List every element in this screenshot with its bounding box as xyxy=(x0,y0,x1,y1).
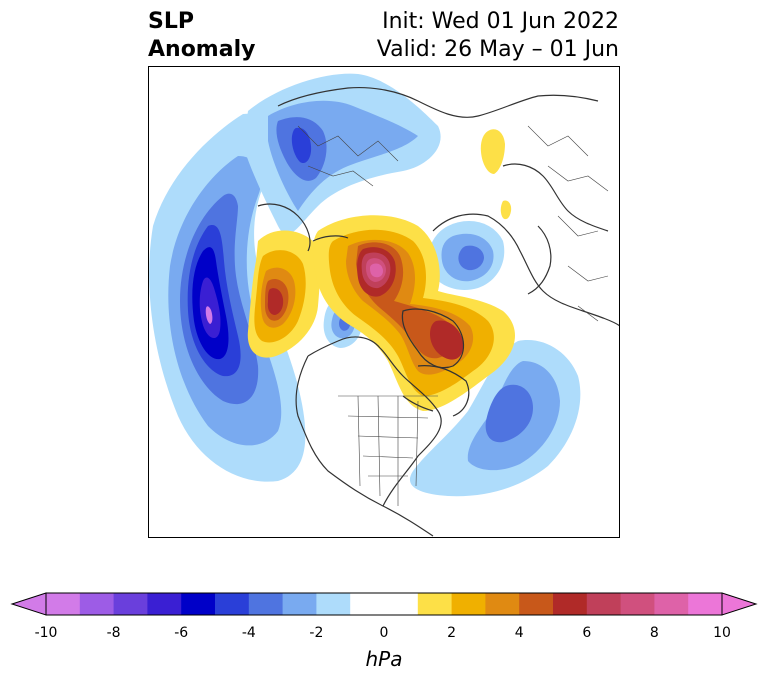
colorbar-cell xyxy=(519,593,554,615)
colorbar-cell xyxy=(417,593,453,615)
pacific-low-anomaly xyxy=(149,111,306,482)
barents-low-anomaly xyxy=(428,221,505,291)
slp-anomaly-map xyxy=(148,66,620,538)
siberia-high-anomaly xyxy=(480,129,512,220)
colorbar-unit: hPa xyxy=(365,647,403,671)
colorbar-outline xyxy=(45,592,723,616)
title-line-1: SLP xyxy=(148,9,194,34)
colorbar-cell xyxy=(688,593,723,615)
country-borders xyxy=(297,125,609,506)
siberia-low-anomaly xyxy=(243,73,441,235)
colorbar-tick-label: -2 xyxy=(309,625,324,641)
colorbar-tick-label: -6 xyxy=(174,625,189,641)
atlantic-low-anomaly xyxy=(409,340,581,497)
map-title: SLP Anomaly xyxy=(148,8,255,64)
colorbar-cell xyxy=(485,593,520,615)
colorbar-tick-label: -8 xyxy=(106,625,121,641)
colorbar-tick-label: 4 xyxy=(514,625,524,641)
colorbar-cell xyxy=(215,593,250,615)
title-line-2: Anomaly xyxy=(148,37,256,62)
colorbar-cell xyxy=(586,593,622,615)
colorbar-cell xyxy=(384,593,419,615)
colorbar-cell xyxy=(620,593,655,615)
colorbar xyxy=(10,592,758,616)
colorbar-cell xyxy=(654,593,689,615)
colorbar-tick-label: 0 xyxy=(379,625,389,641)
colorbar-cell xyxy=(350,593,385,615)
colorbar-tick-label: 8 xyxy=(649,625,659,641)
colorbar-cell xyxy=(147,593,182,615)
colorbar-extend-low xyxy=(10,592,47,616)
map-frame xyxy=(148,66,620,538)
init-date: Init: Wed 01 Jun 2022 xyxy=(382,9,619,34)
colorbar-cell xyxy=(282,593,317,615)
colorbar-extend-high xyxy=(721,592,758,616)
colorbar-cell xyxy=(316,593,351,615)
map-subtitle: Init: Wed 01 Jun 2022 Valid: 26 May – 01… xyxy=(377,8,619,64)
colorbar-tick-label: -10 xyxy=(34,625,58,641)
colorbar-cells xyxy=(46,593,723,615)
colorbar-tick-label: 6 xyxy=(582,625,592,641)
colorbar-cell xyxy=(79,593,115,615)
valid-range: Valid: 26 May – 01 Jun xyxy=(376,37,619,62)
colorbar-cell xyxy=(553,593,588,615)
colorbar-cell xyxy=(248,593,284,615)
colorbar-cell xyxy=(113,593,148,615)
colorbar-cell xyxy=(181,593,216,615)
greenland-high-anomaly xyxy=(312,215,515,411)
colorbar-tick-label: 2 xyxy=(447,625,457,641)
colorbar-cell xyxy=(46,593,81,615)
colorbar-tick-label: -4 xyxy=(241,625,256,641)
alaska-high-anomaly xyxy=(247,230,321,358)
colorbar-cell xyxy=(451,593,486,615)
colorbar-tick-label: 10 xyxy=(713,625,731,641)
